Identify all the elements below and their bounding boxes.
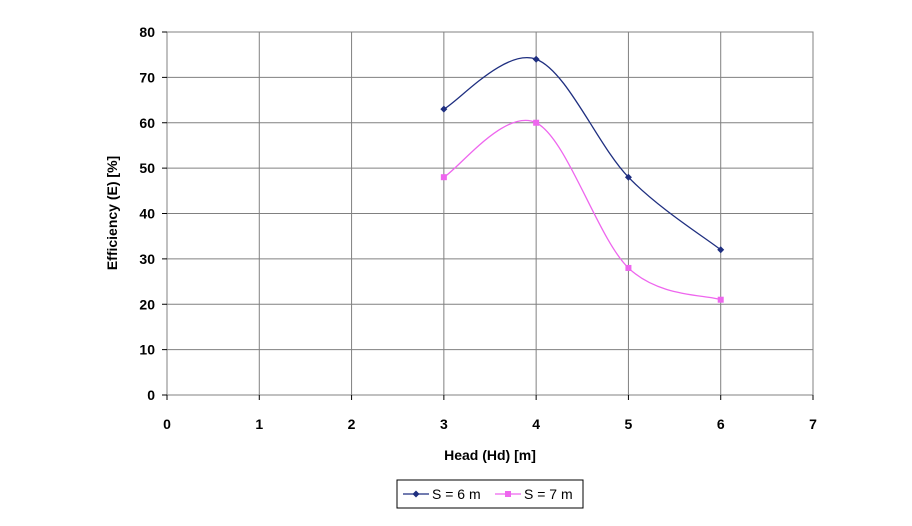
series-layer xyxy=(440,55,725,303)
data-point xyxy=(625,264,632,271)
y-tick-label: 70 xyxy=(139,69,155,85)
x-tick-label: 1 xyxy=(255,416,263,432)
y-axis-title: Efficiency (E) [%] xyxy=(104,156,120,270)
y-tick-label: 80 xyxy=(139,24,155,40)
gridlines xyxy=(167,32,813,395)
data-point xyxy=(717,296,724,303)
y-tick-label: 40 xyxy=(139,206,155,222)
data-point xyxy=(440,105,448,113)
y-tick-label: 30 xyxy=(139,251,155,267)
x-axis-ticks: 0 1 2 3 4 5 6 7 xyxy=(163,395,817,432)
y-tick-label: 60 xyxy=(139,115,155,131)
y-tick-label: 0 xyxy=(147,387,155,403)
data-point xyxy=(533,119,540,126)
data-point xyxy=(624,173,632,181)
x-tick-label: 3 xyxy=(440,416,448,432)
legend-label-s6: S = 6 m xyxy=(432,486,481,502)
x-tick-label: 7 xyxy=(809,416,817,432)
series-line xyxy=(443,56,722,251)
legend-marker-s7 xyxy=(505,491,511,497)
data-point xyxy=(440,174,447,181)
x-tick-label: 2 xyxy=(348,416,356,432)
legend-marker-s6 xyxy=(412,490,420,498)
data-point xyxy=(717,246,725,254)
data-point xyxy=(532,55,540,63)
y-axis-ticks: 0 10 20 30 40 50 60 70 80 xyxy=(139,24,167,403)
x-tick-label: 5 xyxy=(625,416,633,432)
y-tick-label: 50 xyxy=(139,160,155,176)
series-s7 xyxy=(440,119,724,303)
x-tick-label: 4 xyxy=(532,416,540,432)
x-tick-label: 0 xyxy=(163,416,171,432)
legend: S = 6 m S = 7 m xyxy=(396,479,584,509)
y-tick-label: 10 xyxy=(139,342,155,358)
y-tick-label: 20 xyxy=(139,296,155,312)
series-s6 xyxy=(440,55,725,254)
series-line xyxy=(443,119,721,301)
x-tick-label: 6 xyxy=(717,416,725,432)
x-axis-title: Head (Hd) [m] xyxy=(444,447,536,463)
legend-label-s7: S = 7 m xyxy=(524,486,573,502)
